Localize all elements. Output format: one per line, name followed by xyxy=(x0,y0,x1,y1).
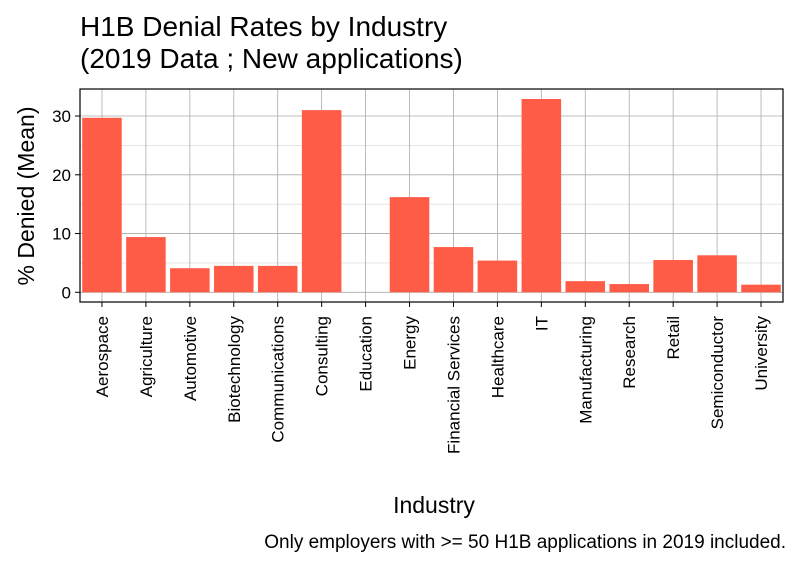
bar-communications xyxy=(257,265,298,293)
x-tick-label: Aerospace xyxy=(93,316,112,397)
x-tick-label: Semiconductor xyxy=(708,316,727,430)
x-tick-label: University xyxy=(752,316,771,391)
bar-energy xyxy=(389,197,430,293)
chart-caption: Only employers with >= 50 H1B applicatio… xyxy=(264,532,786,553)
x-tick-label: Retail xyxy=(664,316,683,359)
x-tick-label: Research xyxy=(620,316,639,389)
chart-title-line-1: H1B Denial Rates by Industry xyxy=(80,11,448,42)
x-tick-label: Financial Services xyxy=(444,316,463,454)
x-tick-label: Biotechnology xyxy=(225,316,244,423)
bar-financial-services xyxy=(433,247,474,293)
y-tick-label: 30 xyxy=(52,107,71,126)
x-tick-label: Communications xyxy=(269,316,288,443)
bar-aerospace xyxy=(82,117,122,293)
x-tick-label: Agriculture xyxy=(137,316,156,397)
bar-university xyxy=(741,284,781,293)
x-tick-label: IT xyxy=(532,316,551,331)
bar-healthcare xyxy=(477,260,518,293)
x-tick-label: Automotive xyxy=(181,316,200,401)
bar-manufacturing xyxy=(565,281,606,293)
x-tick-label: Manufacturing xyxy=(576,316,595,424)
x-axis-title: Industry xyxy=(393,492,475,518)
bar-retail xyxy=(653,259,693,293)
plot-border xyxy=(79,88,784,303)
y-tick-label: 0 xyxy=(62,283,71,302)
bar-agriculture xyxy=(126,237,166,293)
x-tick-label: Education xyxy=(357,316,376,392)
y-tick-label: 10 xyxy=(52,225,71,244)
axes: 0 10 20 30 Aerospace Agriculture Automotive Bio… xyxy=(52,107,771,454)
y-tick-label: 20 xyxy=(52,166,71,185)
x-tick-label: Consulting xyxy=(313,316,332,396)
bar-consulting xyxy=(301,110,342,293)
bar-it xyxy=(521,98,562,293)
x-tick-label: Energy xyxy=(401,316,420,370)
bars xyxy=(82,98,781,293)
bar-automotive xyxy=(170,268,210,293)
bar-research xyxy=(609,284,649,293)
x-tick-label: Healthcare xyxy=(488,316,507,398)
bar-semiconductor xyxy=(697,255,737,293)
chart-title-line-2: (2019 Data ; New applications) xyxy=(80,43,463,74)
bar-biotechnology xyxy=(214,265,254,293)
y-axis-title: % Denied (Mean) xyxy=(13,107,39,286)
